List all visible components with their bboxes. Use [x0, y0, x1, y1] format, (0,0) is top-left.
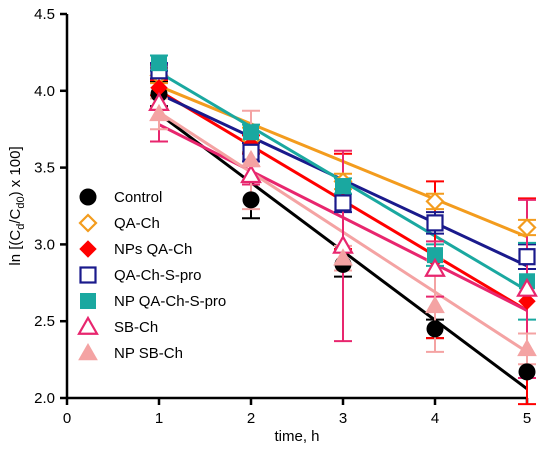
data-point — [426, 214, 444, 232]
data-point — [334, 194, 352, 212]
data-point — [335, 178, 351, 195]
data-point — [241, 149, 261, 168]
data-point — [151, 55, 167, 72]
data-point — [243, 124, 259, 141]
data-point — [518, 292, 536, 310]
y-axis-label-part: /C — [7, 208, 24, 223]
data-point — [424, 257, 446, 277]
legend-item: NPs QA-Ch — [79, 240, 192, 258]
data-point — [426, 320, 444, 338]
x-tick-label: 4 — [431, 410, 439, 427]
legend-label: SB-Ch — [114, 319, 158, 336]
legend-label: NPs QA-Ch — [114, 241, 192, 258]
data-point — [425, 295, 445, 314]
data-point — [516, 277, 538, 297]
legend-label: QA-Ch-S-pro — [114, 267, 202, 284]
legend-marker — [79, 240, 97, 258]
data-point — [425, 191, 445, 211]
data-point — [518, 363, 536, 381]
x-tick-label: 3 — [339, 410, 347, 427]
y-axis-label-subscript: d0 — [15, 196, 27, 208]
x-axis-label: time, h — [274, 428, 319, 445]
legend-label: QA-Ch — [114, 215, 160, 232]
y-tick-label: 2.5 — [34, 313, 55, 330]
data-point — [240, 164, 262, 184]
y-tick-label: 3.5 — [34, 160, 55, 177]
legend-label: Control — [114, 189, 162, 206]
data-point — [517, 338, 537, 357]
y-axis-label-part: ln [(C — [7, 230, 24, 266]
x-tick-label: 5 — [523, 410, 531, 427]
y-tick-label: 4.0 — [34, 83, 55, 100]
legend-marker — [79, 266, 97, 284]
legend-item: QA-Ch-S-pro — [79, 266, 202, 284]
legend-marker — [80, 293, 96, 309]
y-axis-label-part: ) x 100] — [7, 146, 24, 196]
x-tick-label: 1 — [155, 410, 163, 427]
legend: Control QA-Ch NPs QA-Ch QA-Ch-S-pro NP QA-Ch… — [77, 188, 226, 362]
legend-item: Control — [79, 188, 162, 206]
legend-label: NP SB-Ch — [114, 345, 183, 362]
axes-layer: 2.0 2.5 3.0 3.5 4.0 4.5 0 1 2 3 4 5 — [34, 6, 531, 427]
legend-label: NP QA-Ch-S-pro — [114, 293, 226, 310]
legend-item: NP SB-Ch — [78, 342, 183, 362]
legend-item: NP QA-Ch-S-pro — [80, 293, 226, 310]
y-axis-label: ln [(Cd/Cd0) x 100] — [7, 146, 27, 265]
data-point — [333, 248, 353, 266]
markers-layer — [148, 55, 538, 381]
legend-marker — [78, 342, 98, 361]
legend-marker — [79, 188, 97, 206]
data-point — [149, 103, 169, 122]
y-axis-label-subscript: d — [15, 224, 27, 230]
legend-marker — [78, 213, 98, 233]
data-point — [242, 191, 260, 209]
y-tick-label: 3.0 — [34, 236, 55, 253]
x-tick-label: 2 — [247, 410, 255, 427]
legend-marker — [77, 315, 99, 335]
data-point — [517, 217, 537, 238]
x-tick-label: 0 — [63, 410, 71, 427]
data-point — [518, 248, 536, 266]
y-tick-label: 2.0 — [34, 390, 55, 407]
legend-item: QA-Ch — [78, 213, 160, 233]
legend-item: SB-Ch — [77, 315, 158, 336]
y-tick-label: 4.5 — [34, 6, 55, 23]
